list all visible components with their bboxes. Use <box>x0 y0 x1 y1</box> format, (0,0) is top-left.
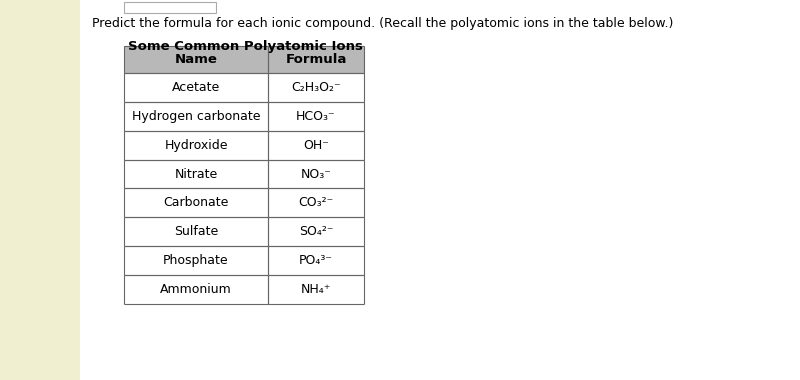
Text: Name: Name <box>174 53 218 66</box>
Bar <box>124 160 268 188</box>
Bar <box>124 275 268 304</box>
Text: Some Common Polyatomic Ions: Some Common Polyatomic Ions <box>128 40 363 53</box>
Bar <box>124 217 268 246</box>
Text: Hydrogen carbonate: Hydrogen carbonate <box>132 110 260 123</box>
Bar <box>268 217 364 246</box>
Bar <box>268 46 364 73</box>
Text: HCO₃⁻: HCO₃⁻ <box>296 110 336 123</box>
Text: C₂H₃O₂⁻: C₂H₃O₂⁻ <box>291 81 341 94</box>
Bar <box>124 188 268 217</box>
Bar <box>124 246 268 275</box>
Text: Formula: Formula <box>286 53 346 66</box>
Text: Ammonium: Ammonium <box>160 283 232 296</box>
Bar <box>268 275 364 304</box>
Text: Sulfate: Sulfate <box>174 225 218 238</box>
Text: Acetate: Acetate <box>172 81 220 94</box>
Text: PO₄³⁻: PO₄³⁻ <box>299 254 333 267</box>
Bar <box>124 46 268 73</box>
Bar <box>124 73 268 102</box>
Text: Nitrate: Nitrate <box>174 168 218 180</box>
Bar <box>124 2 216 13</box>
Bar <box>124 102 268 131</box>
Bar <box>268 73 364 102</box>
Bar <box>124 131 268 160</box>
Text: OH⁻: OH⁻ <box>303 139 329 152</box>
Text: SO₄²⁻: SO₄²⁻ <box>298 225 334 238</box>
Text: Phosphate: Phosphate <box>163 254 229 267</box>
Text: NO₃⁻: NO₃⁻ <box>301 168 331 180</box>
Bar <box>268 131 364 160</box>
Bar <box>268 160 364 188</box>
Text: Hydroxide: Hydroxide <box>164 139 228 152</box>
Text: Carbonate: Carbonate <box>163 196 229 209</box>
Bar <box>268 188 364 217</box>
Text: CO₃²⁻: CO₃²⁻ <box>298 196 334 209</box>
Text: Predict the formula for each ionic compound. (Recall the polyatomic ions in the : Predict the formula for each ionic compo… <box>92 17 674 30</box>
Text: NH₄⁺: NH₄⁺ <box>301 283 331 296</box>
Bar <box>268 246 364 275</box>
Bar <box>268 102 364 131</box>
